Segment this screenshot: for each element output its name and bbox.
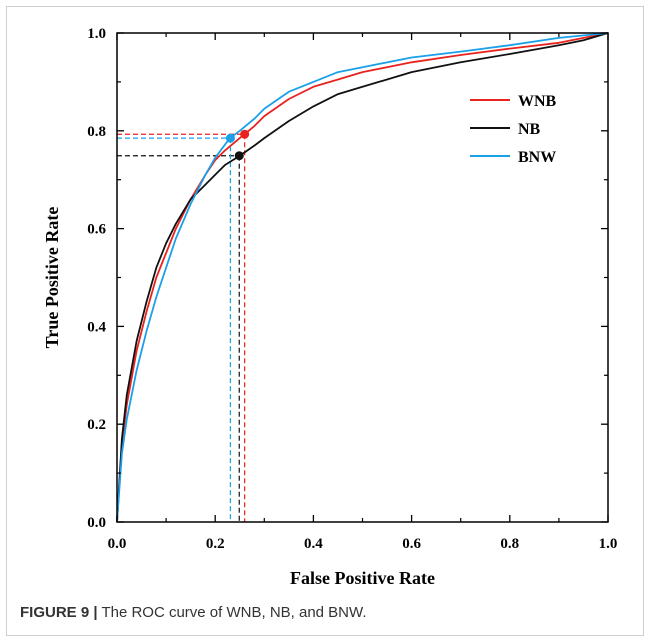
- y-tick-label: 0.8: [87, 124, 106, 140]
- y-axis-title: True Positive Rate: [42, 207, 62, 349]
- legend: WNB NB BNW: [470, 93, 557, 166]
- legend-label-nb: NB: [518, 121, 541, 138]
- legend-label-bnw: BNW: [518, 149, 556, 166]
- legend-label-wnb: WNB: [518, 93, 557, 110]
- x-tick-label: 1.0: [599, 536, 618, 552]
- operating-point-nb: [234, 151, 244, 161]
- axis-ticks: 0.0 0.2 0.4 0.6 0.8 1.0 0.0 0.2 0.4 0.6 0.8 1.0: [87, 26, 617, 552]
- figure-frame: [6, 6, 644, 636]
- x-tick-label: 0.6: [402, 536, 421, 552]
- operating-points: [225, 129, 250, 161]
- y-tick-label: 1.0: [87, 26, 106, 42]
- figure-caption: FIGURE 9 | The ROC curve of WNB, NB, and…: [20, 604, 367, 621]
- roc-chart: 0.0 0.2 0.4 0.6 0.8 1.0 0.0 0.2 0.4 0.6 0.8 1.0 WNB…: [42, 26, 617, 588]
- y-tick-label: 0.0: [87, 515, 106, 531]
- y-tick-label: 0.2: [87, 417, 106, 433]
- figure-label: FIGURE 9 |: [20, 604, 98, 621]
- x-tick-label: 0.2: [206, 536, 225, 552]
- operating-point-wnb: [240, 129, 250, 139]
- x-tick-label: 0.4: [304, 536, 323, 552]
- x-tick-label: 0.0: [108, 536, 127, 552]
- y-tick-label: 0.6: [87, 222, 106, 238]
- x-axis-title: False Positive Rate: [290, 568, 435, 588]
- series-line-bnw: [116, 32, 609, 523]
- x-tick-label: 0.8: [500, 536, 519, 552]
- operating-point-bnw: [225, 133, 235, 143]
- y-tick-label: 0.4: [87, 319, 106, 335]
- caption-text: The ROC curve of WNB, NB, and BNW.: [97, 604, 367, 621]
- operating-point-guides: [117, 133, 246, 522]
